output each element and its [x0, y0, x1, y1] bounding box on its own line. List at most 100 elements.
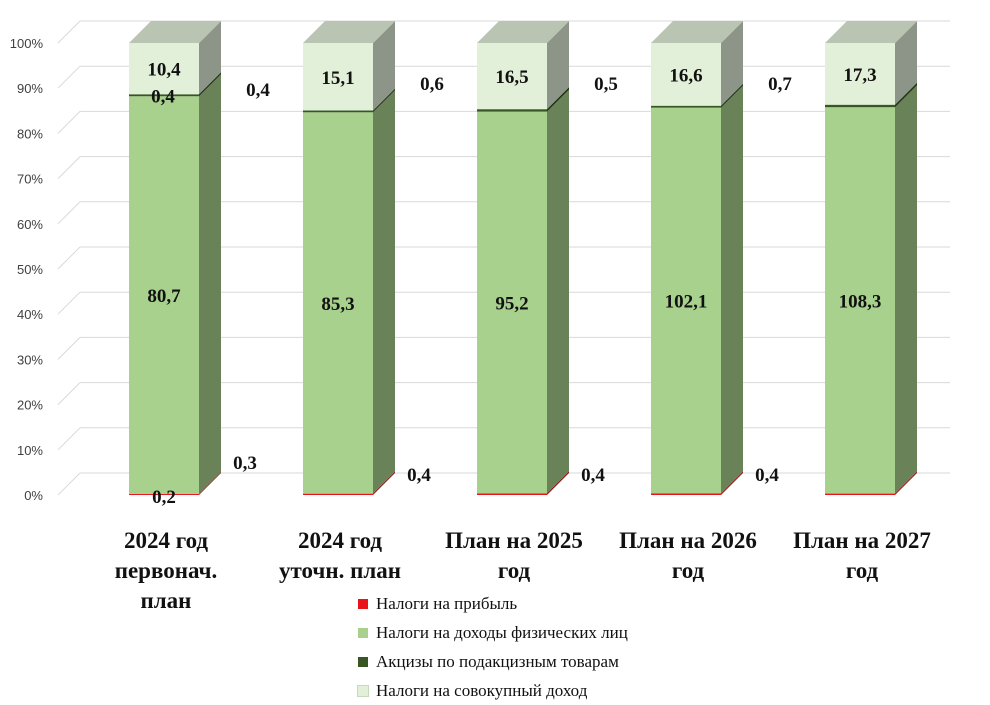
bar-side [721, 83, 743, 108]
bar-side [199, 472, 221, 495]
data-label: 80,7 [147, 286, 181, 307]
bars [129, 21, 917, 495]
bar-side [895, 21, 917, 105]
y-tick-label: 50% [17, 262, 43, 277]
category-label: уточн. план [279, 558, 401, 583]
bar-top [477, 21, 569, 43]
data-label: 95,2 [495, 293, 528, 314]
category-label: 2024 год [124, 528, 208, 553]
data-label: 0,4 [407, 465, 431, 486]
y-tick-label: 40% [17, 307, 43, 322]
data-label: 0,4 [246, 80, 270, 101]
gridline-side [57, 156, 81, 179]
bar-side [547, 21, 569, 110]
y-tick-label: 10% [17, 443, 43, 458]
data-label: 0,4 [151, 86, 175, 107]
data-label: 0,3 [233, 453, 257, 474]
bar-side [199, 21, 221, 95]
bar-side [373, 88, 395, 113]
data-label: 0,5 [594, 74, 618, 95]
bar-side [721, 471, 743, 495]
bar-side [373, 90, 395, 494]
x-axis-categories: 2024 год первонач. план 2024 год уточн. план… [115, 528, 931, 613]
gridline-side [57, 201, 81, 225]
bar-top [129, 21, 221, 43]
data-label: 108,3 [839, 291, 882, 312]
y-axis-ticks: 0% 10% 20% 30% 40% 50% 60% 70% 80% 90% 100% [10, 36, 44, 503]
legend-swatch [358, 627, 368, 638]
data-label: 102,1 [665, 292, 708, 313]
data-label: 85,3 [321, 294, 354, 315]
data-label: 16,6 [669, 65, 702, 86]
legend-label: Налоги на доходы физических лиц [376, 622, 628, 642]
bar-side [547, 87, 569, 112]
bar-top [825, 21, 917, 43]
category-label: первонач. [115, 558, 218, 583]
legend-swatch [358, 598, 368, 609]
y-tick-label: 80% [17, 126, 43, 141]
gridline-side [57, 20, 81, 44]
bar-segment [825, 107, 895, 494]
legend-item: Акцизы по подакцизным товарам [358, 647, 778, 676]
gridline-side [57, 472, 81, 496]
bar-segment [303, 110, 373, 113]
bar-segment [129, 96, 199, 495]
legend-item: Налоги на совокупный доход [357, 676, 778, 705]
bar-segment [477, 493, 547, 495]
y-tick-label: 70% [17, 172, 43, 187]
gridline-side [57, 65, 81, 89]
gridline-side [57, 337, 81, 360]
bar-segment [825, 43, 895, 105]
bar-side [199, 72, 221, 97]
legend-swatch [358, 656, 368, 667]
data-label: 15,1 [321, 68, 354, 89]
bar-side [721, 21, 743, 106]
data-label: 0,4 [581, 465, 605, 486]
bar-segment [129, 43, 199, 95]
bar-segment [651, 43, 721, 106]
legend-item: Налоги на прибыль [358, 589, 778, 618]
gridline-side [57, 427, 81, 451]
bar-side [373, 21, 395, 111]
category-label: год [846, 558, 879, 583]
data-label: 0,7 [768, 74, 792, 95]
bar-side [721, 85, 743, 494]
gridline-side [57, 111, 81, 134]
bar-segment [825, 493, 895, 495]
category-label: год [672, 558, 705, 583]
bar-segment [477, 109, 547, 112]
bar-segment [303, 493, 373, 495]
bar-segment [303, 43, 373, 111]
y-tick-label: 0% [24, 488, 43, 503]
bar-segment [651, 105, 721, 108]
bar-segment [303, 112, 373, 494]
category-label: план [141, 588, 192, 613]
bar-side [373, 471, 395, 495]
legend-label: Налоги на совокупный доход [376, 680, 588, 700]
data-label: 0,6 [420, 74, 444, 95]
bar-segment [477, 111, 547, 494]
y-tick-label: 20% [17, 398, 43, 413]
legend-swatch [357, 684, 369, 697]
bar-side [895, 471, 917, 495]
category-label: План на 2027 [793, 528, 931, 553]
legend-item: Налоги на доходы физических лиц [358, 618, 778, 647]
bar-segment [477, 43, 547, 110]
y-tick-label: 90% [17, 81, 43, 96]
data-label: 17,3 [843, 65, 876, 86]
gridline-side [57, 246, 81, 270]
gridline-side [57, 382, 81, 405]
bar-top [303, 21, 395, 43]
bar-side [199, 74, 221, 495]
legend-label: Акцизы по подакцизным товарам [376, 651, 619, 671]
gridline-side [57, 291, 81, 315]
legend: Налоги на прибыль Налоги на доходы физиче… [357, 589, 778, 705]
y-tick-label: 30% [17, 352, 43, 367]
legend-label: Налоги на прибыль [376, 593, 518, 613]
bar-segment [129, 494, 199, 495]
category-label: План на 2026 [619, 528, 757, 553]
bar-side [895, 85, 917, 494]
data-label: 16,5 [495, 67, 528, 88]
bar-side [547, 471, 569, 495]
